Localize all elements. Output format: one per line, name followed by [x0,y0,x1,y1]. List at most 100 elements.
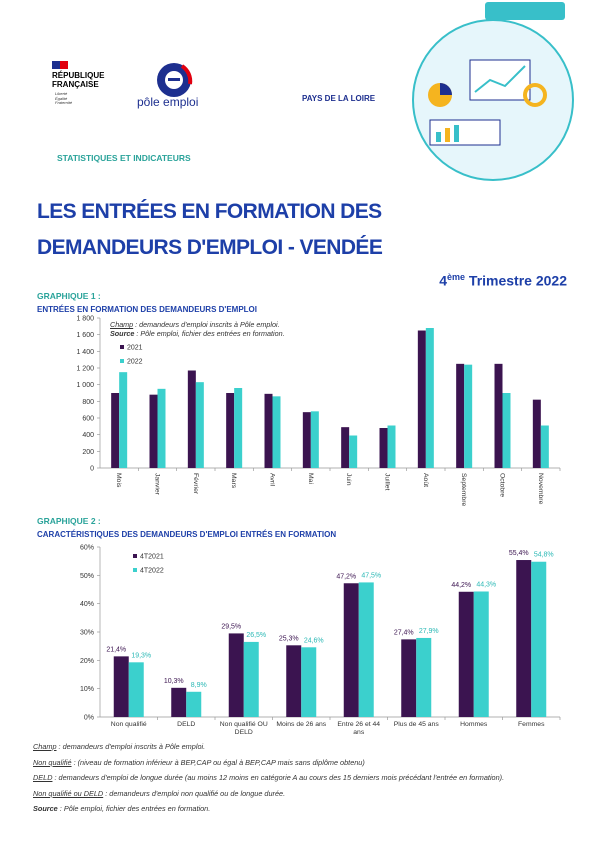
x-tick-label: Avril [269,473,276,487]
bar [128,662,144,717]
bar [119,372,128,468]
note: Champ : demandeurs d'emploi inscrits à P… [110,320,285,329]
republique-logo: RÉPUBLIQUE FRANÇAISE [52,71,104,89]
bar [473,591,489,717]
footnote-text: : (niveau de formation inférieur à BEP,C… [71,757,365,767]
bar [272,396,281,468]
footnote-term: Non qualifié ou DELD [33,788,104,798]
legend-swatch [120,359,124,363]
x-tick-label: Moins de 26 ans [276,721,327,728]
bar [531,561,547,717]
footnote-term: DELD [33,773,53,782]
y-tick-label: 10% [80,686,94,693]
x-tick-label: Août [422,473,429,487]
bar [502,393,511,468]
bar [226,393,235,468]
motto-word: Fraternité [55,100,73,105]
period: 4ème Trimestre 2022 [439,272,567,289]
pe-word: emploi [163,95,199,109]
footnote: DELD : demandeurs d'emploi de longue dur… [33,773,563,783]
value-label: 25,3% [279,635,299,642]
bar [186,691,202,717]
value-label: 27,9% [419,628,439,635]
bar [417,330,426,468]
x-tick-label: Entre 26 et 44 ans [337,721,381,736]
motto-word: Liberté [55,91,68,96]
title-line: LES ENTRÉES EN FORMATION DES [37,200,382,223]
note-term: Champ [110,320,134,329]
rf-line: FRANÇAISE [52,80,99,89]
chart-label: GRAPHIQUE 1 : [37,291,101,301]
x-tick-label: Non qualifié [110,721,147,728]
value-label: 47,2% [336,573,356,580]
footnote-term: Source [33,804,58,813]
value-label: 55,4% [509,550,529,557]
value-label: 24,6% [304,637,324,644]
y-tick-label: 1 400 [76,349,94,356]
value-label: 44,3% [476,581,496,588]
bar [228,633,244,717]
legend-swatch [133,554,137,558]
y-tick-label: 1 800 [76,316,94,323]
bar [458,591,474,717]
motto: Liberté Égalité Fraternité [55,91,73,106]
bar [341,427,350,468]
x-tick-label: Juin [345,473,352,486]
value-label: 21,4% [106,646,126,653]
period-suffix: ème [447,272,466,282]
period-text: Trimestre 2022 [468,272,567,289]
y-tick-label: 400 [82,432,94,439]
period-number: 4 [439,272,448,289]
y-tick-label: 800 [82,399,94,406]
y-tick-label: 30% [80,630,94,637]
legend-label: 2022 [127,359,143,366]
bar [195,382,204,468]
value-label: 8,9% [191,682,207,689]
value-label: 19,3% [131,652,151,659]
bar [387,425,396,468]
bar [264,393,273,468]
title-line: DEMANDEURS D'EMPLOI - VENDÉE [37,236,383,259]
region: PAYS DE LA LOIRE [302,94,376,103]
y-tick-label: 1 200 [76,366,94,373]
footnote-text: : demandeurs d'emploi non qualifié ou de… [103,788,286,798]
bar [540,425,549,468]
note-text: : demandeurs d'emploi inscrits à Pôle em… [133,320,280,329]
footnote-term: Champ [33,742,57,751]
bar [187,370,196,468]
y-tick-label: 0 [90,466,94,473]
bar [494,363,503,468]
bar [456,363,465,468]
pole-emploi-logo: pôle emploi [137,95,198,109]
chart-title: ENTRÉES EN FORMATION DES DEMANDEURS D'EM… [37,305,257,314]
rf-line: RÉPUBLIQUE [52,71,105,80]
note-term: Source [110,329,135,338]
value-label: 54,8% [534,552,554,559]
value-label: 27,4% [394,629,414,636]
bar [302,412,311,468]
chart-title: CARACTÉRISTIQUES DES DEMANDEURS D'EMPLOI… [37,530,337,539]
bar [379,428,388,468]
motto-word: Égalité [55,95,68,101]
x-tick-label: Mars [230,473,237,489]
footnote-text: : demandeurs d'emploi de longue durée (a… [52,773,505,782]
bar [358,582,374,717]
footnote: Champ : demandeurs d'emploi inscrits à P… [33,742,563,752]
bar [301,647,317,717]
legend-label: 4T2022 [140,568,164,575]
y-tick-label: 40% [80,601,94,608]
x-tick-label: Octobre [499,473,506,497]
footnotes: Champ : demandeurs d'emploi inscrits à P… [33,742,563,820]
bar [349,435,358,468]
bar [286,645,302,717]
section: STATISTIQUES ET INDICATEURS [57,153,191,163]
value-label: 44,2% [451,582,471,589]
x-tick-label: Plus de 45 ans [393,721,439,728]
x-tick-label: Novembre [537,473,544,505]
legend-label: 2021 [127,345,143,352]
bar [310,411,319,468]
y-tick-label: 200 [82,449,94,456]
footnote: Non qualifié : (niveau de formation infé… [33,758,563,768]
